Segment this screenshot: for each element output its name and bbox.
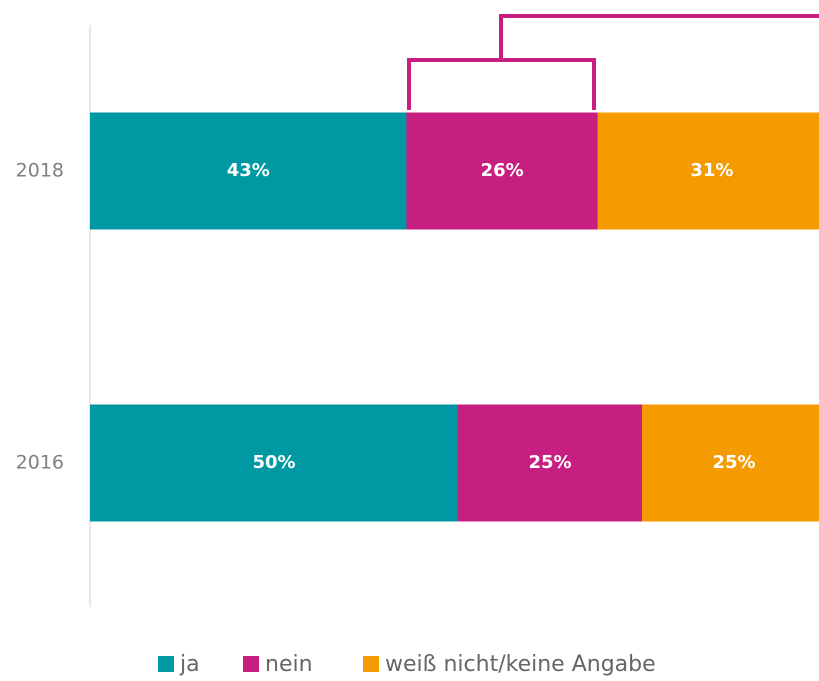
value-label: 25%	[528, 452, 571, 473]
value-label: 31%	[690, 160, 733, 181]
legend-swatch	[158, 656, 174, 672]
annotation-bracket	[407, 14, 819, 110]
value-label: 50%	[252, 452, 295, 473]
legend-swatch	[363, 656, 379, 672]
value-label: 43%	[227, 160, 270, 181]
legend-label: nein	[265, 652, 313, 677]
value-label: 25%	[712, 452, 755, 473]
y-tick-label: 2018	[16, 160, 64, 182]
legend-label: ja	[179, 652, 200, 677]
legend-swatch	[243, 656, 259, 672]
bar-segment	[597, 112, 819, 230]
legend-label: weiß nicht/keine Angabe	[385, 652, 656, 677]
value-label: 26%	[481, 160, 524, 181]
bar-segment	[406, 112, 598, 230]
bar-segment	[458, 404, 642, 522]
y-tick-label: 2016	[16, 452, 64, 474]
bar-segment	[642, 404, 819, 522]
bar-segment	[90, 112, 407, 230]
bar-segment	[90, 404, 458, 522]
